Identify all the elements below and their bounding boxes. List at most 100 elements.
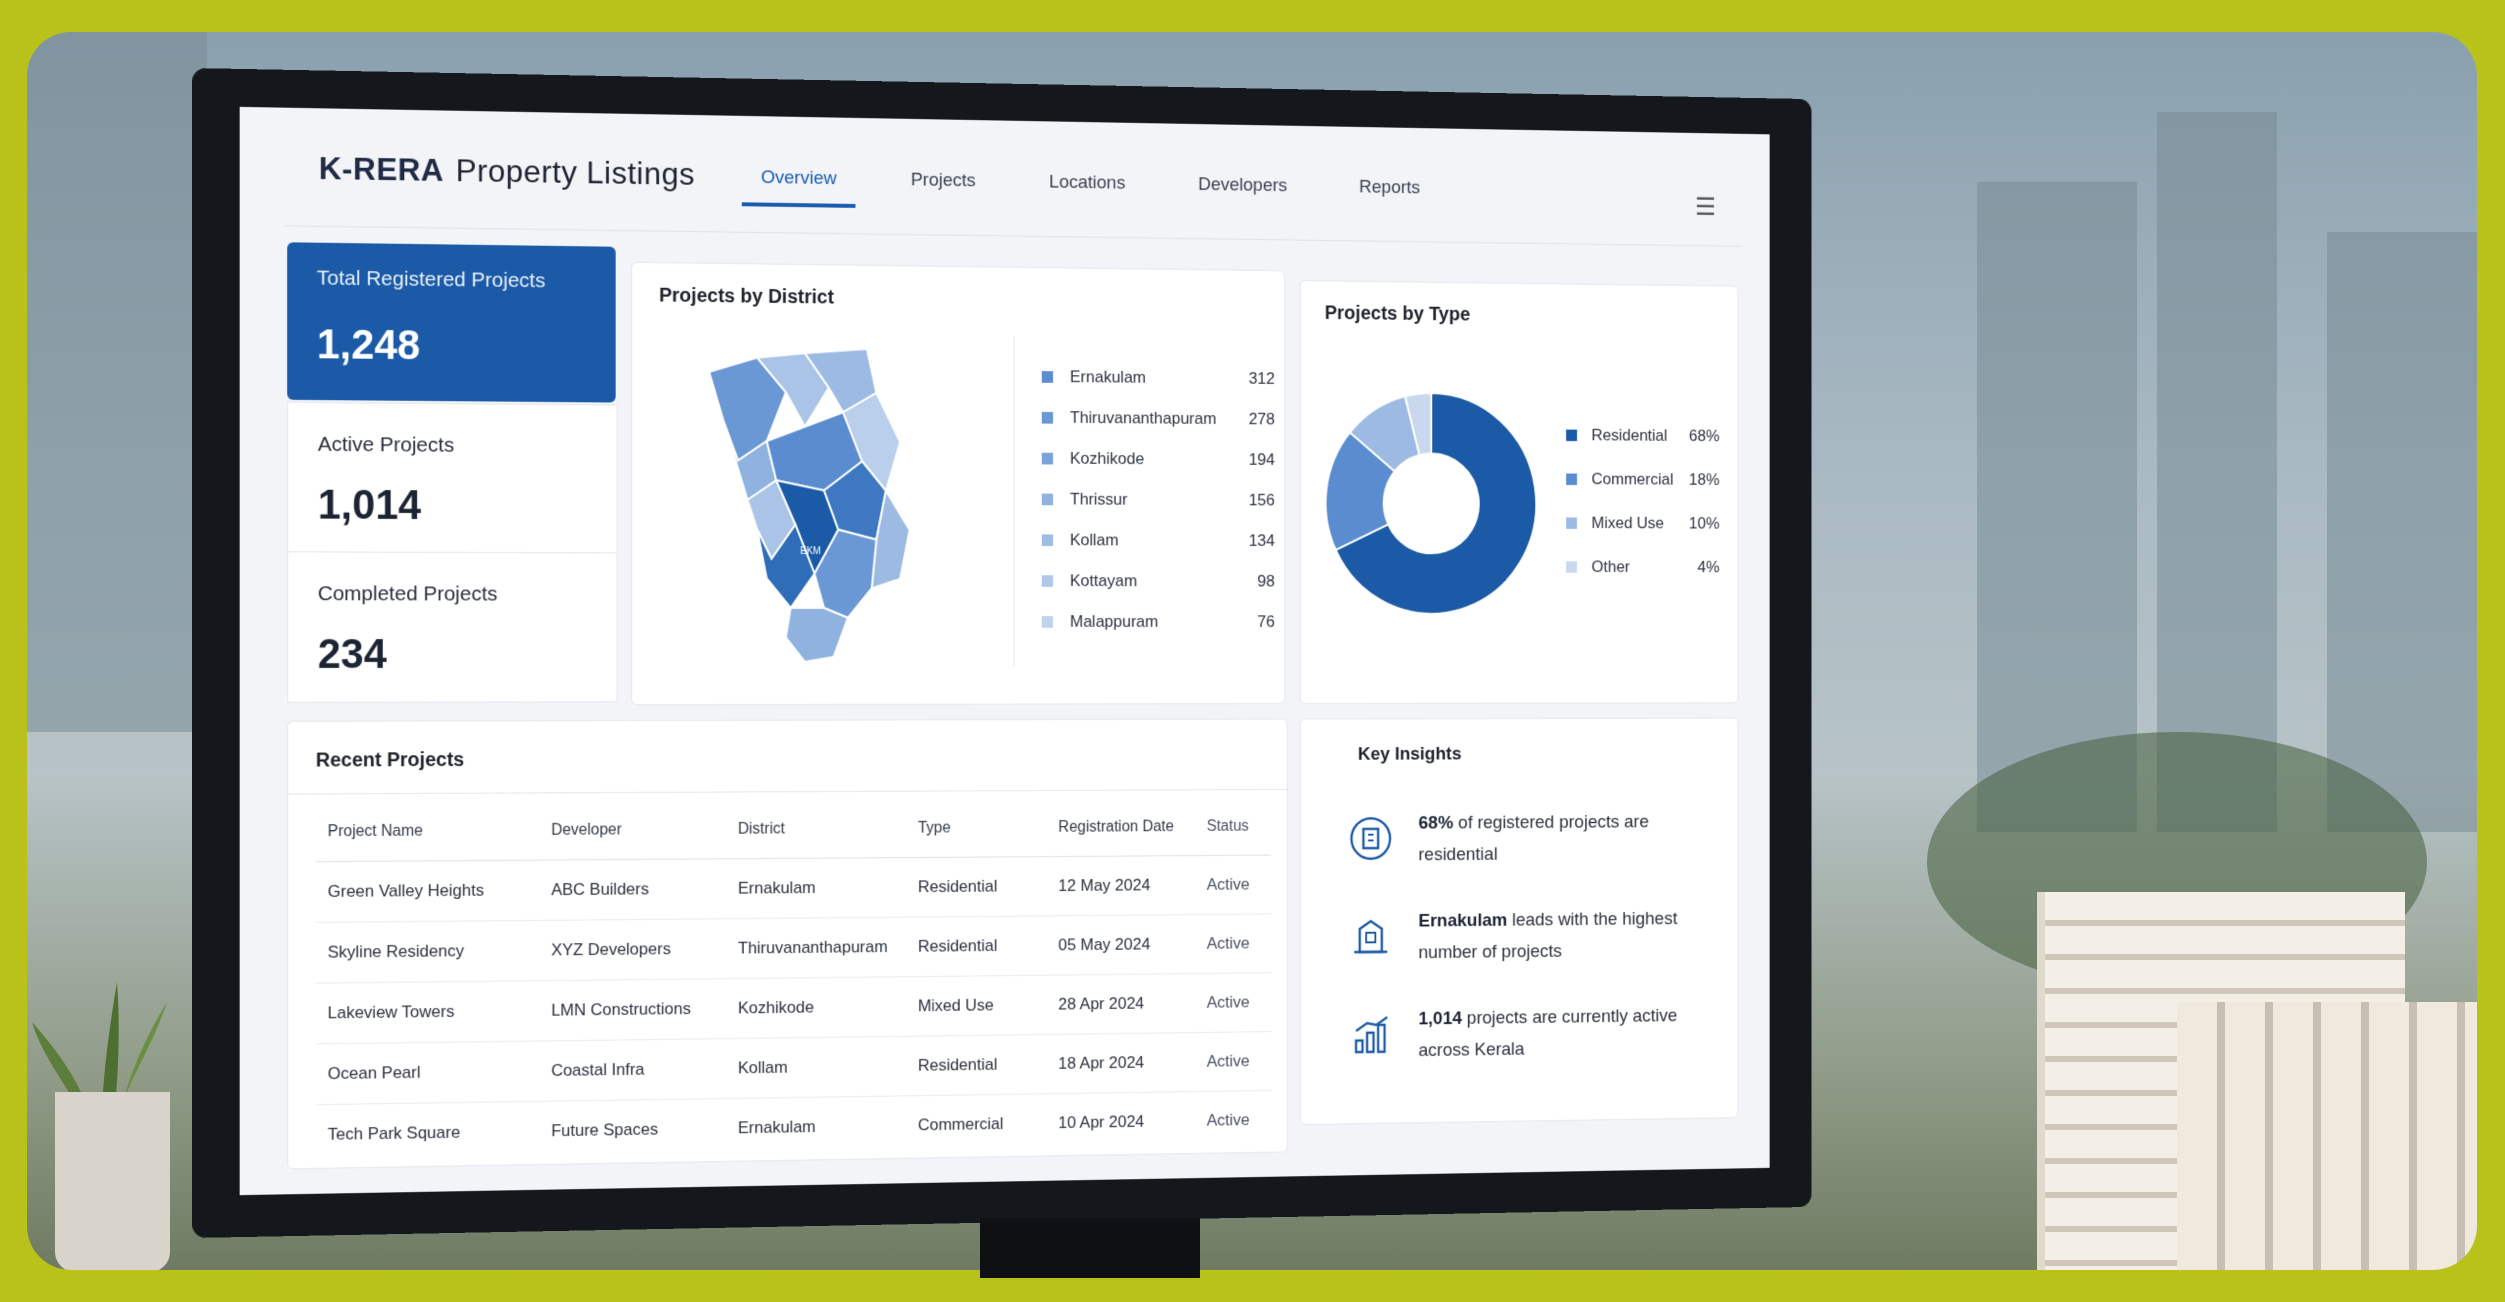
cell-district: Kozhikode	[738, 997, 918, 1019]
district-legend-item[interactable]: Kozhikode 194	[1042, 449, 1275, 470]
insight-highlight: Ernakulam	[1418, 910, 1507, 931]
cell-project: Green Valley Heights	[316, 880, 551, 902]
district-legend-item[interactable]: Kollam 134	[1042, 531, 1275, 551]
dashboard-screen: K-RERA Property Listings Overview Project…	[240, 107, 1770, 1195]
district-name: Thrissur	[1070, 490, 1127, 510]
district-name: Kozhikode	[1070, 449, 1144, 469]
insight-highlight: 68%	[1418, 813, 1453, 833]
type-share: 18%	[1689, 470, 1720, 489]
district-legend-item[interactable]: Malappuram 76	[1042, 612, 1275, 632]
column-header[interactable]: District	[738, 820, 918, 839]
cell-date: 12 May 2024	[1058, 875, 1206, 896]
table-row[interactable]: Green Valley Heights ABC Builders Ernaku…	[316, 856, 1271, 923]
column-header[interactable]: Type	[918, 819, 1058, 837]
brand-name: K-RERA	[319, 150, 444, 188]
legend-swatch	[1042, 371, 1053, 383]
district-legend-item[interactable]: Thiruvananthapuram 278	[1042, 408, 1275, 429]
insight-body: of registered projects are residential	[1418, 812, 1648, 865]
table-row[interactable]: Skyline Residency XYZ Developers Thiruva…	[316, 914, 1271, 983]
kpi-completed[interactable]: Completed Projects 234	[287, 551, 617, 703]
type-share: 68%	[1689, 427, 1720, 446]
legend-swatch	[1566, 517, 1577, 529]
cell-type: Commercial	[918, 1114, 1058, 1136]
district-count: 194	[1249, 450, 1275, 469]
district-legend-item[interactable]: Ernakulam 312	[1042, 367, 1275, 389]
tab-developers[interactable]: Developers	[1198, 174, 1287, 214]
column-header[interactable]: Status	[1207, 818, 1271, 836]
cell-date: 28 Apr 2024	[1058, 993, 1206, 1014]
cell-type: Residential	[918, 936, 1058, 957]
cell-district: Ernakulam	[738, 1116, 918, 1138]
cell-project: Lakeview Towers	[316, 1001, 551, 1024]
map-label: EKM	[800, 546, 821, 557]
kpi-value: 1,248	[317, 320, 420, 369]
type-donut-chart[interactable]	[1321, 387, 1541, 618]
insight-item: 68% of registered projects are residenti…	[1349, 806, 1709, 871]
cell-developer: Coastal Infra	[551, 1059, 738, 1081]
cell-developer: LMN Constructions	[551, 999, 738, 1021]
card-title: Projects by District	[659, 285, 834, 310]
cell-developer: ABC Builders	[551, 879, 738, 900]
cell-project: Skyline Residency	[316, 941, 551, 963]
district-name: Malappuram	[1070, 612, 1158, 631]
column-header[interactable]: Project Name	[316, 822, 551, 841]
cell-status: Active	[1207, 1110, 1271, 1130]
column-header[interactable]: Registration Date	[1058, 818, 1206, 836]
kpi-total-registered[interactable]: Total Registered Projects 1,248	[287, 242, 615, 402]
kpi-active[interactable]: Active Projects 1,014	[287, 402, 617, 555]
district-count: 156	[1249, 491, 1275, 510]
district-count: 76	[1257, 612, 1275, 631]
type-legend-item[interactable]: Mixed Use 10%	[1566, 514, 1719, 534]
tab-reports[interactable]: Reports	[1359, 177, 1420, 216]
cell-status: Active	[1207, 993, 1271, 1013]
cell-district: Thiruvananthapuram	[738, 937, 918, 958]
kpi-label: Total Registered Projects	[317, 267, 546, 294]
projects-by-type-card: Projects by Type Residential 68% Commerci…	[1300, 280, 1738, 704]
type-legend-item[interactable]: Residential 68%	[1566, 426, 1719, 446]
growth-chart-icon	[1349, 1011, 1393, 1058]
tab-overview[interactable]: Overview	[742, 167, 856, 208]
cell-status: Active	[1207, 1051, 1271, 1071]
kpi-label: Active Projects	[318, 433, 454, 458]
app-logo[interactable]: K-RERA Property Listings	[319, 150, 695, 193]
type-share: 10%	[1689, 514, 1720, 533]
insight-highlight: 1,014	[1418, 1009, 1461, 1030]
district-count: 98	[1257, 572, 1275, 591]
city-icon	[1349, 913, 1393, 960]
column-header[interactable]: Developer	[551, 821, 738, 840]
district-name: Kollam	[1070, 531, 1119, 551]
legend-swatch	[1042, 412, 1053, 424]
tab-locations[interactable]: Locations	[1049, 172, 1125, 212]
type-name: Residential	[1591, 426, 1667, 446]
district-legend-item[interactable]: Thrissur 156	[1042, 490, 1275, 511]
background-building	[27, 32, 207, 732]
district-legend-item[interactable]: Kottayam 98	[1042, 571, 1275, 591]
type-name: Other	[1591, 558, 1629, 577]
legend-swatch	[1042, 494, 1053, 506]
insight-text: 1,014 projects are currently active acro…	[1418, 1000, 1708, 1067]
cell-type: Residential	[918, 876, 1058, 897]
background-building	[1977, 182, 2137, 832]
cell-project: Ocean Pearl	[316, 1061, 551, 1084]
district-count: 278	[1249, 410, 1275, 430]
district-map[interactable]: EKM	[671, 332, 976, 686]
cell-district: Kollam	[738, 1056, 918, 1078]
table-header: Project Name Developer District Type Reg…	[316, 799, 1271, 862]
background-building	[2157, 112, 2277, 832]
kpi-value: 1,014	[318, 481, 421, 529]
app-title: Property Listings	[456, 152, 695, 191]
monitor-stand	[980, 1218, 1200, 1278]
kpi-value: 234	[318, 630, 387, 678]
district-count: 312	[1249, 369, 1275, 389]
type-legend-item[interactable]: Commercial 18%	[1566, 470, 1719, 490]
monitor: K-RERA Property Listings Overview Project…	[192, 68, 1812, 1238]
architectural-model	[2177, 1002, 2477, 1270]
cell-date: 18 Apr 2024	[1058, 1052, 1206, 1073]
district-name: Thiruvananthapuram	[1070, 408, 1216, 429]
card-divider	[288, 789, 1287, 795]
cell-status: Active	[1207, 875, 1271, 895]
tab-projects[interactable]: Projects	[911, 170, 976, 210]
hamburger-menu-icon[interactable]: ☰	[1695, 192, 1716, 222]
type-legend-item[interactable]: Other 4%	[1566, 558, 1719, 578]
legend-swatch	[1042, 575, 1053, 587]
